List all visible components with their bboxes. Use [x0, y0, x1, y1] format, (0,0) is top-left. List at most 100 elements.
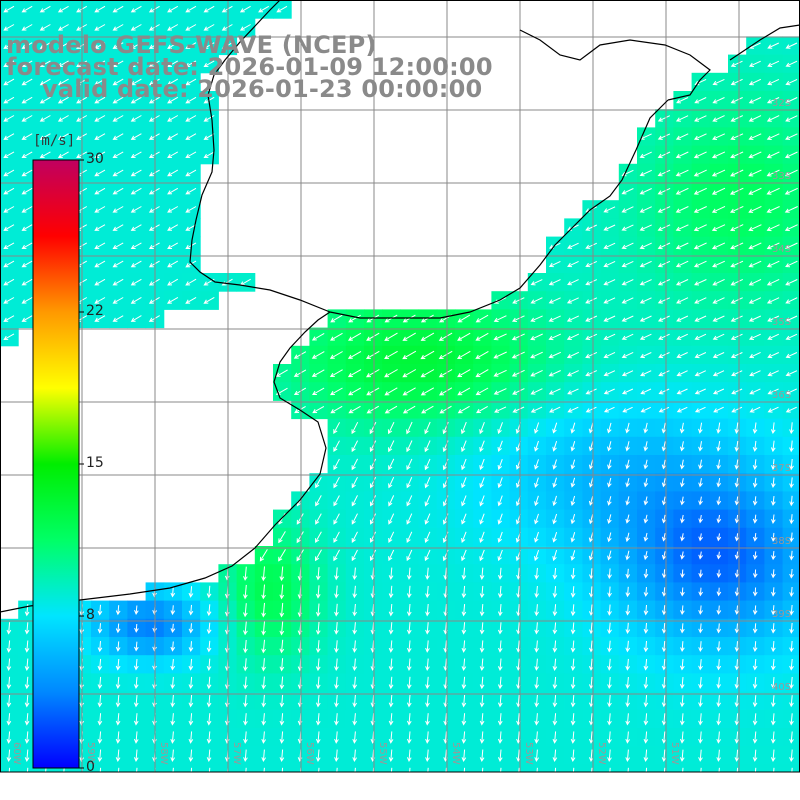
wind-arrow: [643, 767, 649, 781]
wind-arrow: [603, 388, 615, 395]
wind-arrow: [112, 151, 124, 159]
wind-arrow: [716, 623, 722, 634]
wind-arrow: [329, 369, 343, 378]
wind-arrow: [497, 513, 503, 525]
wind-arrow: [552, 513, 558, 525]
wind-arrow: [94, 115, 106, 122]
wind-arrow: [767, 315, 780, 322]
wind-arrow: [785, 406, 797, 413]
wind-arrow: [425, 585, 430, 599]
wind-arrow: [185, 296, 197, 304]
wind-arrow: [534, 585, 540, 599]
wind-arrow: [333, 476, 340, 489]
wind-arrow: [643, 478, 649, 488]
wind-arrow: [384, 369, 398, 378]
wind-arrow: [130, 206, 142, 213]
wind-arrow: [748, 260, 762, 268]
wind-arrow: [570, 513, 576, 525]
wind-arrow: [312, 405, 325, 414]
wind-arrow: [293, 351, 307, 359]
wind-arrow: [785, 133, 798, 140]
wind-arrow: [607, 622, 612, 635]
wind-arrow: [749, 351, 761, 359]
wind-arrow: [716, 677, 722, 689]
wind-arrow: [658, 352, 670, 359]
wind-arrow: [461, 640, 467, 653]
wind-arrow: [570, 532, 576, 543]
wind-arrow: [789, 731, 794, 744]
wind-arrow: [243, 658, 248, 672]
wind-arrow: [767, 78, 780, 86]
wind-arrow: [475, 405, 488, 414]
wind-arrow: [206, 640, 212, 653]
wind-arrow: [734, 659, 740, 671]
wind-arrow: [734, 677, 740, 689]
wind-arrow: [39, 115, 51, 122]
wind-arrow: [334, 749, 339, 763]
wind-arrow: [351, 440, 359, 453]
wind-arrow: [639, 315, 652, 322]
wind-arrow: [694, 297, 707, 304]
wind-arrow: [643, 459, 649, 470]
wind-arrow: [167, 96, 179, 104]
wind-arrow: [661, 641, 667, 653]
wind-arrow: [330, 405, 343, 414]
wind-arrow: [351, 531, 358, 543]
wind-arrow: [188, 749, 194, 763]
wind-arrow: [567, 388, 579, 395]
wind-arrow: [388, 440, 395, 453]
wind-arrow: [185, 60, 197, 68]
wind-arrow: [675, 133, 689, 140]
wind-arrow: [711, 151, 726, 159]
wind-arrow: [365, 350, 380, 360]
wind-arrow: [658, 333, 670, 340]
wind-arrow: [130, 60, 142, 68]
coastline-segment: [519, 29, 711, 101]
wind-arrow: [625, 767, 631, 781]
wind-arrow: [170, 676, 176, 690]
wind-arrow: [730, 78, 743, 86]
wind-arrow: [698, 641, 703, 653]
wind-arrow: [534, 567, 540, 580]
wind-arrow: [552, 440, 558, 452]
wind-arrow: [461, 622, 467, 635]
wind-arrow: [607, 586, 612, 598]
wind-arrow: [640, 388, 652, 395]
wind-arrow: [694, 315, 707, 322]
wind-arrow: [570, 640, 576, 653]
wind-arrow: [585, 388, 597, 395]
wind-arrow: [552, 477, 557, 488]
wind-arrow: [752, 659, 758, 671]
wind-arrow: [675, 260, 689, 268]
wind-arrow: [570, 676, 576, 690]
wind-arrow: [767, 333, 780, 340]
wind-arrow: [734, 477, 740, 488]
wind-arrow: [112, 24, 124, 31]
wind-arrow: [39, 42, 51, 49]
wind-arrow: [388, 531, 395, 543]
wind-arrow: [585, 242, 598, 249]
wind-arrow: [3, 333, 15, 341]
wind-arrow: [770, 422, 776, 435]
wind-arrow: [752, 695, 758, 708]
wind-arrow: [57, 96, 69, 104]
longitude-label: 60W: [11, 742, 22, 765]
wind-arrow: [770, 695, 776, 708]
wind-arrow: [94, 224, 106, 231]
wind-arrow: [3, 224, 15, 231]
wind-arrow: [333, 549, 340, 562]
wind-arrow: [425, 567, 430, 580]
wind-arrow: [3, 242, 15, 250]
wind-arrow: [784, 224, 798, 231]
wind-arrow: [402, 405, 416, 414]
wind-arrow: [548, 370, 561, 377]
wind-arrow: [388, 585, 394, 599]
wind-arrow: [21, 206, 33, 213]
wind-arrow: [461, 676, 467, 690]
wind-arrow: [730, 315, 743, 322]
wind-arrow: [112, 260, 124, 268]
wind-arrow: [133, 767, 139, 781]
wind-arrow: [734, 605, 740, 615]
wind-arrow: [130, 5, 142, 13]
wind-arrow: [443, 767, 449, 781]
